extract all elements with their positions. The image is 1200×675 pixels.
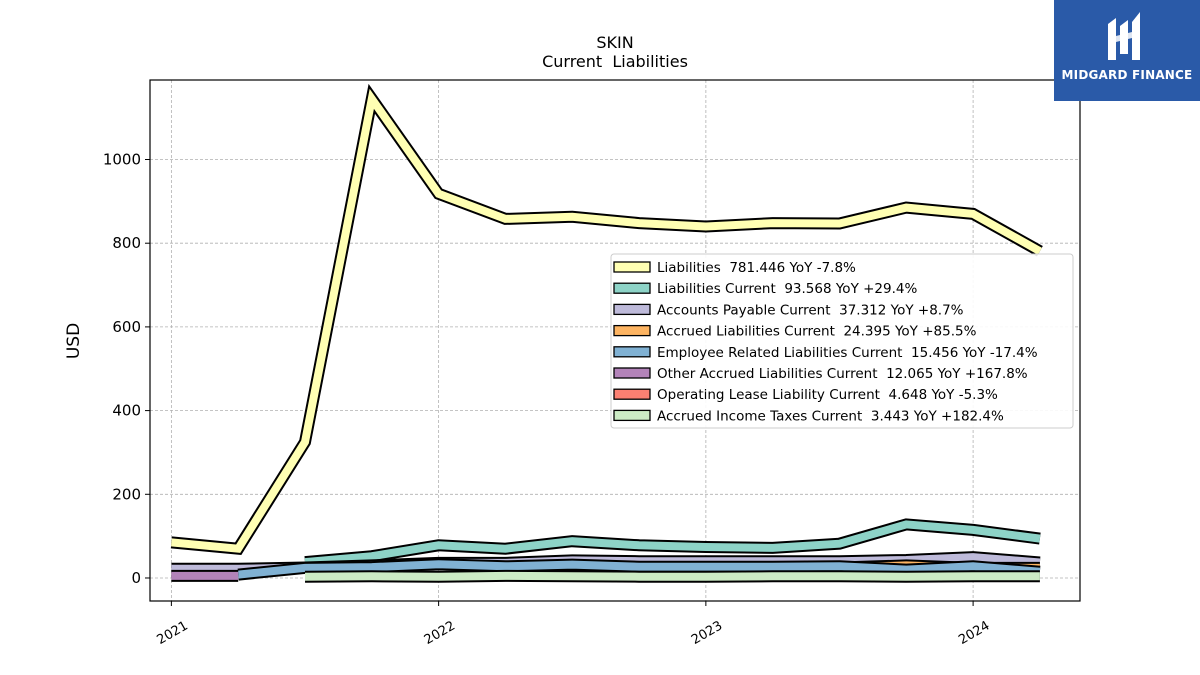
legend: Liabilities 781.446 YoY -7.8% Liabilities… xyxy=(610,253,1074,429)
brand-logo: MIDGARD FINANCE xyxy=(1054,0,1200,101)
legend-label: Other Accrued Liabilities Current 12.065… xyxy=(657,366,1028,382)
legend-swatch xyxy=(613,324,651,337)
legend-label: Accrued Income Taxes Current 3.443 YoY +… xyxy=(657,408,1004,424)
y-axis-label: USD xyxy=(64,323,84,359)
y-tick-label: 800 xyxy=(112,234,141,252)
legend-label: Operating Lease Liability Current 4.648 … xyxy=(657,387,998,403)
legend-box xyxy=(610,253,1074,429)
y-tick-label: 600 xyxy=(112,318,141,336)
legend-swatch xyxy=(613,409,651,422)
chart-title: SKIN xyxy=(596,33,633,52)
logo-text: MIDGARD FINANCE xyxy=(1061,68,1193,82)
legend-swatch xyxy=(613,261,651,273)
legend-swatch xyxy=(613,388,651,400)
series-line xyxy=(171,88,1042,553)
x-tick-label: 2021 xyxy=(155,618,191,648)
y-tick-label: 0 xyxy=(131,569,141,587)
legend-swatch xyxy=(613,282,651,294)
legend-swatch xyxy=(613,346,651,358)
chart-subtitle: Current Liabilities xyxy=(542,52,688,71)
series-layer xyxy=(170,83,1043,583)
x-tick-label: 2023 xyxy=(689,618,725,648)
x-tick-label: 2024 xyxy=(956,618,992,648)
series-line xyxy=(304,520,1041,567)
logo-mark-icon xyxy=(1108,12,1140,60)
y-tick-label: 200 xyxy=(112,485,141,503)
legend-label: Liabilities 781.446 YoY -7.8% xyxy=(657,260,856,276)
series-line xyxy=(304,571,1040,581)
legend-swatch xyxy=(613,367,651,379)
legend-swatch xyxy=(613,303,651,316)
legend-label: Employee Related Liabilities Current 15.… xyxy=(657,345,1038,361)
y-tick-label: 1000 xyxy=(103,151,141,169)
legend-label: Accrued Liabilities Current 24.395 YoY +… xyxy=(657,324,977,340)
series-line xyxy=(237,560,1041,579)
x-tick-label: 2022 xyxy=(422,618,458,648)
legend-label: Accounts Payable Current 37.312 YoY +8.7… xyxy=(657,302,964,318)
y-tick-label: 400 xyxy=(112,402,141,420)
legend-label: Liabilities Current 93.568 YoY +29.4% xyxy=(657,281,917,297)
axes-frame xyxy=(149,79,1081,602)
